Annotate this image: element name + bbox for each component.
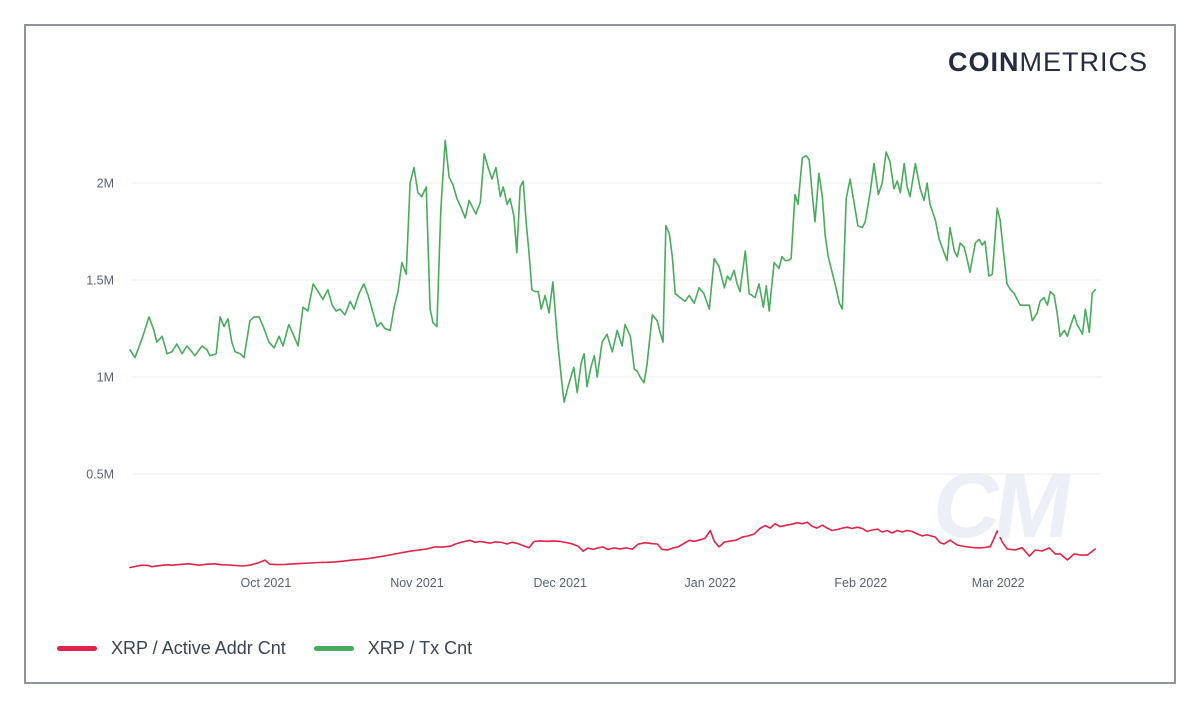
x-axis-tick-label: Oct 2021: [241, 576, 292, 590]
x-axis-tick-label: Mar 2022: [972, 576, 1025, 590]
y-axis-tick-label: 1.5M: [86, 274, 114, 288]
legend-swatch-icon: [57, 646, 97, 651]
legend-item[interactable]: XRP / Tx Cnt: [313, 638, 473, 659]
legend-label: XRP / Active Addr Cnt: [111, 638, 286, 658]
x-axis-tick-label: Feb 2022: [834, 576, 887, 590]
y-axis-tick-label: 2M: [97, 177, 114, 191]
legend-label: XRP / Tx Cnt: [367, 638, 473, 658]
legend-swatch-icon: [313, 646, 354, 651]
y-axis-tick-label: 1M: [97, 371, 114, 385]
coinmetrics-logo: COINMETRICS: [948, 47, 1148, 78]
chart-svg: 0.5M 1M 1.5M 2M Oct 2021 Nov 2021 Dec 2021 Jan …: [86, 139, 1102, 590]
y-axis-tick-label: 0.5M: [86, 468, 114, 482]
series-line-active-addr-cnt: [129, 521, 1096, 569]
x-axis-tick-label: Jan 2022: [685, 576, 736, 590]
series-line-tx-cnt: [129, 139, 1096, 404]
cm-watermark-logo: CM: [926, 455, 1075, 557]
x-axis-tick-label: Dec 2021: [533, 576, 587, 590]
legend-item[interactable]: XRP / Active Addr Cnt: [57, 638, 286, 659]
logo-metrics-text: METRICS: [1019, 47, 1148, 77]
chart-card: 0.5M 1M 1.5M 2M Oct 2021 Nov 2021 Dec 2021 Jan …: [24, 24, 1176, 684]
x-axis-tick-label: Nov 2021: [390, 576, 444, 590]
chart-legend: XRP / Active Addr Cnt XRP / Tx Cnt: [57, 638, 472, 659]
logo-coin-text: COIN: [948, 47, 1020, 77]
